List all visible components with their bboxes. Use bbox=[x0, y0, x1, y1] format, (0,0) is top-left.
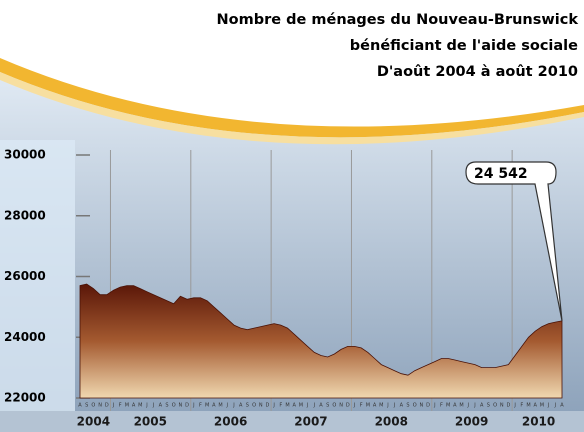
x-tick-label: D bbox=[185, 403, 189, 409]
chart-title: Nombre de ménages du Nouveau-Brunswick bbox=[217, 12, 579, 28]
x-tick-label: J bbox=[306, 403, 308, 409]
y-tick-label: 28000 bbox=[4, 208, 46, 222]
x-tick-label: F bbox=[279, 403, 282, 409]
x-tick-label: M bbox=[379, 403, 383, 409]
year-label: 2009 bbox=[455, 415, 488, 429]
x-tick-label: J bbox=[232, 403, 234, 409]
x-tick-label: S bbox=[406, 403, 409, 409]
x-tick-label: J bbox=[313, 403, 315, 409]
x-tick-label: O bbox=[172, 403, 176, 409]
y-tick-label: 24000 bbox=[4, 330, 46, 344]
x-tick-label: A bbox=[132, 403, 136, 409]
x-tick-label: S bbox=[246, 403, 249, 409]
x-tick-label: D bbox=[346, 403, 350, 409]
x-tick-label: A bbox=[293, 403, 297, 409]
x-tick-label: F bbox=[119, 403, 122, 409]
year-label: 2005 bbox=[134, 415, 167, 429]
x-tick-label: N bbox=[179, 403, 183, 409]
x-tick-label: O bbox=[332, 403, 336, 409]
x-tick-label: J bbox=[433, 403, 435, 409]
y-tick-label: 30000 bbox=[4, 148, 46, 162]
x-tick-label: M bbox=[285, 403, 289, 409]
x-tick-label: A bbox=[534, 403, 538, 409]
x-tick-label: A bbox=[239, 403, 243, 409]
x-tick-label: J bbox=[192, 403, 194, 409]
x-tick-label: M bbox=[446, 403, 450, 409]
x-tick-label: J bbox=[473, 403, 475, 409]
x-tick-label: O bbox=[91, 403, 95, 409]
x-tick-label: O bbox=[493, 403, 497, 409]
x-tick-label: M bbox=[540, 403, 544, 409]
x-tick-label: J bbox=[145, 403, 147, 409]
year-label: 2006 bbox=[214, 415, 247, 429]
x-tick-label: A bbox=[560, 403, 564, 409]
x-tick-label: D bbox=[426, 403, 430, 409]
x-tick-label: O bbox=[252, 403, 256, 409]
x-tick-label: S bbox=[487, 403, 490, 409]
x-tick-label: N bbox=[500, 403, 504, 409]
area bbox=[79, 283, 563, 399]
x-tick-label: J bbox=[513, 403, 515, 409]
annotation: 24 542 bbox=[474, 166, 528, 182]
x-tick-label: A bbox=[212, 403, 216, 409]
x-tick-label: M bbox=[138, 403, 142, 409]
x-tick-label: J bbox=[393, 403, 395, 409]
x-tick-label: D bbox=[266, 403, 270, 409]
header-background bbox=[0, 0, 584, 132]
x-tick-label: F bbox=[360, 403, 363, 409]
x-tick-label: J bbox=[554, 403, 556, 409]
y-tick-label: 26000 bbox=[4, 269, 46, 283]
x-tick-label: M bbox=[125, 403, 129, 409]
x-tick-label: J bbox=[152, 403, 154, 409]
y-axis-panel bbox=[0, 140, 75, 412]
x-tick-label: A bbox=[400, 403, 404, 409]
x-tick-label: F bbox=[440, 403, 443, 409]
x-tick-label: J bbox=[353, 403, 355, 409]
x-tick-label: F bbox=[199, 403, 202, 409]
year-label: 2004 bbox=[77, 415, 110, 429]
chart-title: D'août 2004 à août 2010 bbox=[377, 64, 578, 80]
x-tick-label: J bbox=[112, 403, 114, 409]
x-tick-label: N bbox=[420, 403, 424, 409]
x-tick-label: M bbox=[366, 403, 370, 409]
x-tick-label: N bbox=[339, 403, 343, 409]
x-tick-label: D bbox=[507, 403, 511, 409]
x-tick-label: A bbox=[159, 403, 163, 409]
x-tick-label: N bbox=[259, 403, 263, 409]
x-tick-label: J bbox=[547, 403, 549, 409]
x-tick-label: A bbox=[78, 403, 82, 409]
x-tick-label: J bbox=[226, 403, 228, 409]
x-tick-label: A bbox=[453, 403, 457, 409]
swoosh bbox=[0, 58, 584, 138]
year-label: 2010 bbox=[522, 415, 555, 429]
x-tick-label: M bbox=[459, 403, 463, 409]
year-label: 2008 bbox=[375, 415, 408, 429]
x-tick-label: M bbox=[526, 403, 530, 409]
x-axis-band bbox=[0, 411, 584, 432]
x-tick-label: J bbox=[386, 403, 388, 409]
x-tick-label: A bbox=[319, 403, 323, 409]
x-tick-label: N bbox=[98, 403, 102, 409]
x-tick-label: O bbox=[413, 403, 417, 409]
y-tick-label: 22000 bbox=[4, 391, 46, 405]
x-tick-label: M bbox=[205, 403, 209, 409]
x-tick-label: A bbox=[373, 403, 377, 409]
year-label: 2007 bbox=[294, 415, 327, 429]
chart-title: bénéficiant de l'aide sociale bbox=[350, 38, 578, 54]
callout bbox=[465, 161, 563, 321]
x-tick-label: J bbox=[467, 403, 469, 409]
x-tick-label: S bbox=[326, 403, 329, 409]
x-tick-label: S bbox=[165, 403, 168, 409]
x-tick-label: M bbox=[299, 403, 303, 409]
x-tick-label: S bbox=[85, 403, 88, 409]
x-tick-label: J bbox=[272, 403, 274, 409]
x-tick-label: M bbox=[218, 403, 222, 409]
x-tick-label: A bbox=[480, 403, 484, 409]
x-tick-label: F bbox=[520, 403, 523, 409]
x-tick-label: D bbox=[105, 403, 109, 409]
